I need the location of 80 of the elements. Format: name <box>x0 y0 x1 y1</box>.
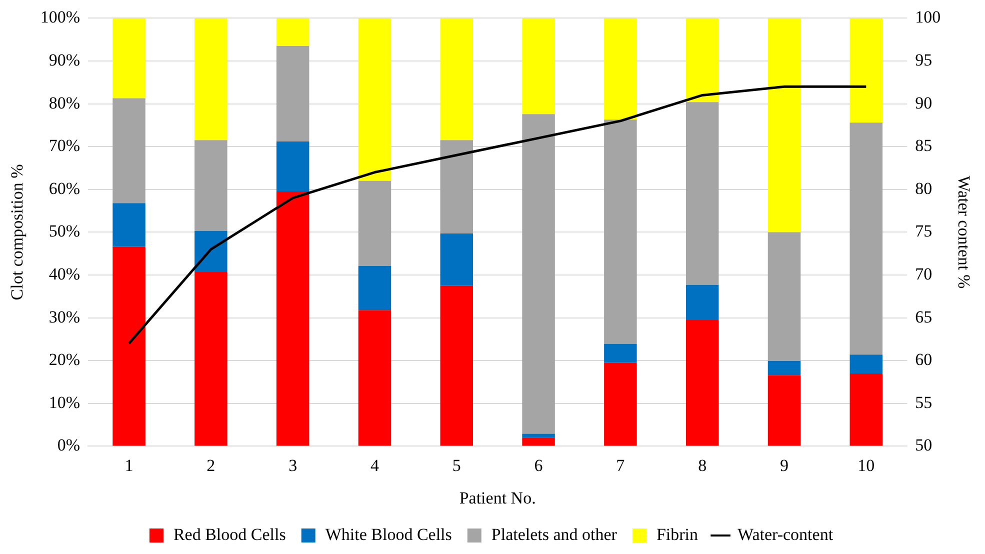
bar <box>440 233 474 286</box>
y-tick-label: 30% <box>48 307 80 326</box>
x-tick-label: 2 <box>206 456 216 475</box>
x-tick-label: 5 <box>452 456 461 475</box>
bar <box>604 362 637 446</box>
bar <box>850 18 883 123</box>
x-tick-label: 1 <box>124 456 134 475</box>
bar <box>194 18 228 140</box>
bar <box>686 320 719 446</box>
bar <box>112 18 146 98</box>
y2-tick-label: 80 <box>915 178 932 198</box>
y2-tick-label: 100 <box>915 8 941 27</box>
bar <box>850 122 883 355</box>
legend-label: Water-content <box>738 524 834 544</box>
bar <box>440 140 474 234</box>
x-tick-label: 8 <box>698 456 707 475</box>
bar <box>440 286 474 446</box>
legend-label: Red Blood Cells <box>173 524 286 544</box>
bar <box>276 192 310 446</box>
y2-tick-label: 85 <box>915 136 932 156</box>
legend-label: White Blood Cells <box>325 524 452 544</box>
bar <box>112 98 146 204</box>
y-tick-label: 100% <box>40 8 80 27</box>
y-tick-label: 0% <box>57 436 80 455</box>
bar <box>686 18 719 102</box>
bar <box>358 266 392 310</box>
bar <box>358 180 392 266</box>
x-tick-label: 3 <box>288 456 298 475</box>
bar <box>522 434 555 438</box>
bar <box>276 141 310 192</box>
x-tick-label: 4 <box>370 456 380 475</box>
bar <box>522 114 555 434</box>
y-tick-label: 80% <box>48 93 80 112</box>
bar <box>604 120 637 344</box>
bar <box>768 361 801 376</box>
bar <box>440 18 474 140</box>
y-tick-label: 50% <box>48 222 80 241</box>
bar <box>768 232 801 362</box>
y-tick-label: 40% <box>48 264 80 284</box>
y2-tick-label: 60 <box>915 350 932 370</box>
bar <box>768 18 801 232</box>
x-tick-label: 6 <box>534 456 543 475</box>
y-tick-label: 20% <box>48 350 80 370</box>
legend-label: Fibrin <box>656 524 699 544</box>
bar <box>358 310 392 446</box>
bar <box>850 354 883 374</box>
bar <box>276 46 310 142</box>
y-tick-label: 70% <box>48 136 80 156</box>
y-tick-label: 10% <box>48 392 80 412</box>
bar <box>686 102 719 285</box>
bar <box>194 140 228 231</box>
x-tick-label: 9 <box>780 456 788 475</box>
y-axis-title: Clot composition % <box>8 164 27 300</box>
y2-axis-title: Water content % <box>954 176 974 289</box>
bar <box>604 344 637 363</box>
y-tick-label: 60% <box>48 178 80 198</box>
bar <box>850 373 883 446</box>
y2-tick-label: 75 <box>915 222 932 241</box>
y-tick-label: 90% <box>48 50 80 70</box>
bar <box>194 230 228 272</box>
x-axis-title: Patient No. <box>459 488 536 508</box>
y2-tick-label: 50 <box>915 436 932 455</box>
y2-tick-label: 70 <box>915 264 932 284</box>
bar <box>276 18 310 46</box>
bar <box>522 18 555 114</box>
x-tick-label: 7 <box>616 456 626 475</box>
bar <box>358 18 392 181</box>
bar <box>194 272 228 446</box>
bar <box>112 246 146 446</box>
y2-tick-label: 95 <box>915 50 932 70</box>
y2-tick-label: 55 <box>915 392 932 412</box>
bar <box>112 203 146 247</box>
bar <box>522 438 555 446</box>
bar <box>768 375 801 446</box>
bar <box>686 284 719 320</box>
x-tick-label: 10 <box>858 456 875 475</box>
y2-tick-label: 90 <box>915 93 932 112</box>
bar <box>604 18 637 120</box>
y2-tick-label: 65 <box>915 307 932 326</box>
legend-label: Platelets and other <box>491 524 618 544</box>
